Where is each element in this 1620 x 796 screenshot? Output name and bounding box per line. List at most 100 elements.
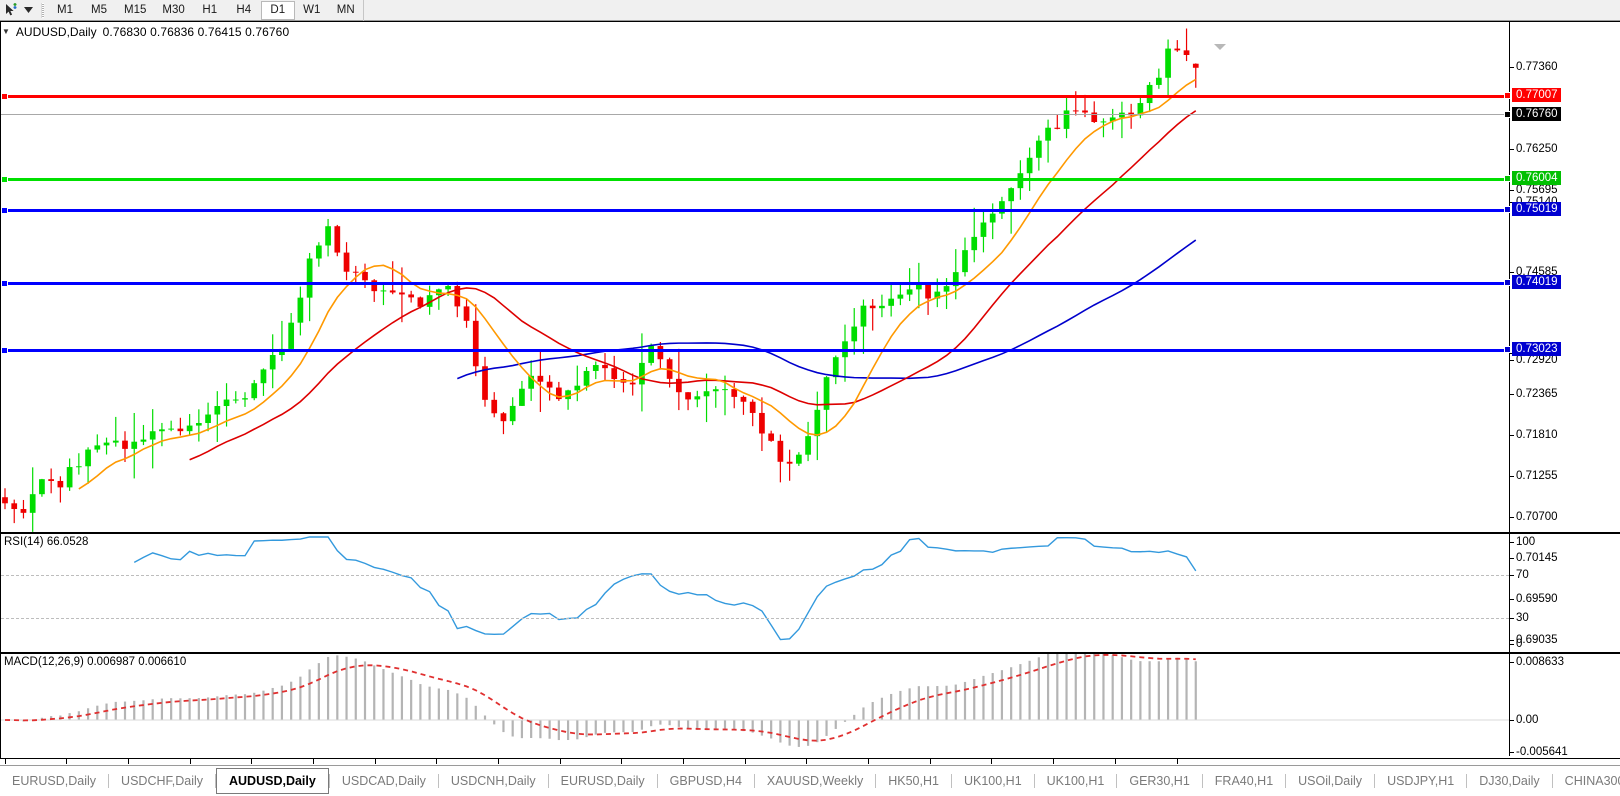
level-line-075019-handle[interactable]: [1, 207, 8, 214]
price-axis-label: 0.71255: [1516, 470, 1558, 482]
tab-separator: [328, 774, 330, 788]
date-axis-tick: [745, 759, 746, 764]
rsi-line: [133, 536, 1197, 641]
rsi-plot-area[interactable]: [1, 534, 1509, 652]
timeframe-h1[interactable]: H1: [202, 4, 218, 16]
timeframe-d1[interactable]: D1: [260, 0, 295, 20]
price-axis[interactable]: 0.773600.762500.756950.751400.745850.734…: [1504, 22, 1620, 646]
last-price-line-076760[interactable]: [1, 114, 1509, 115]
price-axis-tick: [1510, 517, 1514, 518]
toolbar-grip[interactable]: [41, 2, 44, 18]
tab-usdcad-daily[interactable]: USDCAD,Daily: [341, 774, 426, 788]
pane-divider-marker-icon[interactable]: [1214, 44, 1226, 50]
timeframe-mn[interactable]: MN: [336, 4, 355, 16]
price-level-handle[interactable]: [1504, 175, 1511, 182]
price-level-label-last-price[interactable]: 0.76760: [1512, 107, 1561, 121]
price-axis-label: 0.72365: [1516, 388, 1558, 400]
macd-pane[interactable]: 0.008633 0.00 -0.005641 MACD(12,26,9) 0.00…: [0, 654, 1620, 758]
price-pane[interactable]: 0.773600.762500.756950.751400.745850.734…: [0, 22, 1620, 646]
chevron-down-icon[interactable]: [21, 1, 35, 20]
price-axis-tick: [1510, 360, 1514, 361]
price-axis-tick: [1510, 67, 1514, 68]
tab-fra40-h1[interactable]: FRA40,H1: [1214, 774, 1274, 788]
macd-axis-tick: [1510, 720, 1514, 721]
price-level-handle[interactable]: [1504, 111, 1511, 118]
price-plot-area[interactable]: [1, 22, 1509, 532]
tab-usdjpy-h1[interactable]: USDJPY,H1: [1387, 774, 1455, 788]
macd-axis-label: 0.00: [1516, 714, 1539, 726]
timeframe-w1[interactable]: W1: [303, 4, 321, 16]
tab-separator: [1466, 774, 1468, 788]
tab-usdcnh-daily[interactable]: USDCNH,Daily: [450, 774, 536, 788]
tab-gbpusd-h4[interactable]: GBPUSD,H4: [669, 774, 742, 788]
price-axis-tick: [1510, 640, 1514, 641]
price-level-label-level-blue-1[interactable]: 0.75019: [1512, 202, 1561, 216]
tab-xauusd-weekly[interactable]: XAUUSD,Weekly: [766, 774, 864, 788]
date-axis-tick: [66, 759, 67, 764]
date-axis-tick: [375, 759, 376, 764]
resistance-line-077007-handle[interactable]: [1, 93, 8, 100]
date-axis-tick: [930, 759, 931, 764]
price-level-label-resistance[interactable]: 0.77007: [1512, 88, 1561, 102]
price-level-handle[interactable]: [1504, 206, 1511, 213]
price-axis-tick: [1510, 190, 1514, 191]
tab-hk50-h1[interactable]: HK50,H1: [888, 774, 939, 788]
timeframe-m15[interactable]: M15: [124, 4, 147, 16]
macd-plot-area[interactable]: [1, 654, 1509, 756]
price-level-handle[interactable]: [1504, 92, 1511, 99]
timeframe-m5[interactable]: M5: [91, 4, 107, 16]
tab-audusd-daily[interactable]: AUDUSD,Daily: [216, 768, 329, 794]
timeframe-h4[interactable]: H4: [236, 4, 252, 16]
tab-eurusd-daily[interactable]: EURUSD,Daily: [560, 774, 645, 788]
rsi-axis-tick: [1510, 575, 1514, 576]
timeframe-m1[interactable]: M1: [57, 4, 73, 16]
tab-eurusd-daily[interactable]: EURUSD,Daily: [12, 774, 97, 788]
resistance-line-077007[interactable]: [1, 95, 1509, 98]
price-level-label-support-green[interactable]: 0.76004: [1512, 171, 1561, 185]
support-line-076004[interactable]: [1, 178, 1509, 181]
tab-dj30-daily[interactable]: DJ30,Daily: [1479, 774, 1540, 788]
price-level-handle[interactable]: [1504, 279, 1511, 286]
price-level-handle[interactable]: [1504, 346, 1511, 353]
support-line-076004-handle[interactable]: [1, 176, 8, 183]
price-axis-tick: [1510, 476, 1514, 477]
macd-axis-label: 0.008633: [1516, 656, 1564, 668]
timeframe-m30[interactable]: M30: [162, 4, 185, 16]
crosshair-cursor-icon[interactable]: [1, 1, 21, 20]
date-axis-tick: [683, 759, 684, 764]
level-line-074019-handle[interactable]: [1, 280, 8, 287]
level-line-073023[interactable]: [1, 349, 1509, 352]
price-axis-label: 0.69035: [1516, 634, 1558, 646]
price-axis-label: 0.75695: [1516, 184, 1558, 196]
price-axis-label: 0.71810: [1516, 429, 1558, 441]
macd-pane-left-border: [0, 654, 1, 758]
rsi-axis-label: 70: [1516, 569, 1529, 581]
quote-collapse-icon[interactable]: ▼: [2, 27, 10, 36]
tab-usoil-daily[interactable]: USOil,Daily: [1298, 774, 1363, 788]
tab-uk100-h1[interactable]: UK100,H1: [1046, 774, 1105, 788]
date-axis-tick: [128, 759, 129, 764]
tab-usdchf-daily[interactable]: USDCHF,Daily: [121, 774, 203, 788]
price-level-label-level-blue-3[interactable]: 0.73023: [1512, 342, 1561, 356]
price-axis-label: 0.76250: [1516, 143, 1558, 155]
price-axis-tick: [1510, 149, 1514, 150]
tab-china300-h1[interactable]: CHINA300,H1: [1564, 774, 1620, 788]
rsi-pane[interactable]: 100 70 30 0 RSI(14) 66.0528: [0, 534, 1620, 654]
rsi-axis[interactable]: 100 70 30 0: [1509, 534, 1620, 652]
tab-uk100-h1[interactable]: UK100,H1: [963, 774, 1022, 788]
price-level-label-level-blue-2[interactable]: 0.74019: [1512, 275, 1561, 289]
date-axis-tick: [560, 759, 561, 764]
date-axis-tick: [1177, 759, 1178, 764]
date-axis-tick: [991, 759, 992, 764]
level-line-073023-handle[interactable]: [1, 347, 8, 354]
tab-separator: [950, 774, 952, 788]
macd-axis-tick: [1510, 662, 1514, 663]
level-line-074019[interactable]: [1, 282, 1509, 285]
tab-separator: [215, 774, 216, 788]
price-axis-tick: [1510, 272, 1514, 273]
price-axis-label: 0.70700: [1516, 511, 1558, 523]
level-line-075019[interactable]: [1, 209, 1509, 212]
macd-axis[interactable]: 0.008633 0.00 -0.005641: [1509, 654, 1620, 758]
tab-ger30-h1[interactable]: GER30,H1: [1129, 774, 1190, 788]
price-axis-tick: [1510, 435, 1514, 436]
